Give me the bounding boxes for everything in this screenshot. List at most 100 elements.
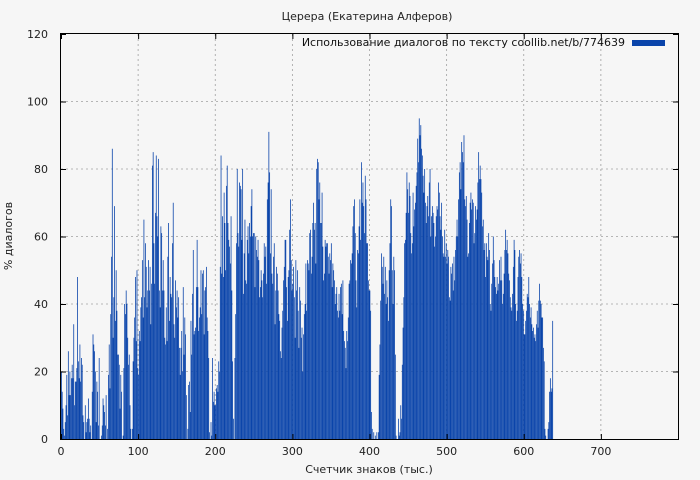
bar	[178, 297, 180, 439]
bar	[344, 341, 345, 439]
bar	[193, 334, 195, 439]
bar	[431, 216, 432, 439]
bar	[404, 243, 405, 439]
bar	[171, 297, 173, 439]
bar	[210, 422, 212, 439]
bar	[173, 324, 175, 439]
bar	[103, 405, 105, 439]
bar	[136, 270, 138, 439]
bar	[219, 371, 220, 439]
bar	[518, 256, 520, 439]
bar	[128, 364, 129, 439]
bar	[229, 246, 230, 439]
bar	[101, 425, 103, 439]
bar	[270, 189, 272, 439]
bar	[185, 395, 187, 439]
bar	[259, 297, 260, 439]
bar	[448, 256, 449, 439]
bar	[181, 331, 183, 439]
bar	[548, 422, 550, 439]
bar	[94, 371, 96, 439]
bar	[523, 334, 525, 439]
bar	[290, 260, 292, 439]
bar	[458, 172, 460, 439]
bar	[438, 182, 439, 439]
bar	[273, 256, 274, 439]
bar	[384, 266, 386, 439]
bar	[313, 202, 314, 439]
bar	[131, 428, 133, 439]
plot-frame	[60, 33, 679, 440]
bar	[482, 219, 484, 439]
bar	[463, 135, 465, 439]
bar	[528, 277, 530, 439]
bar	[105, 395, 107, 439]
bar	[334, 304, 336, 439]
bar	[468, 223, 470, 439]
bar	[280, 358, 282, 439]
x-tick-label: 100	[128, 445, 149, 458]
bar	[274, 324, 276, 439]
bar	[521, 277, 523, 439]
bar	[232, 418, 234, 439]
bar	[215, 405, 217, 439]
bar	[256, 256, 258, 439]
bar	[283, 266, 285, 439]
bar	[276, 273, 278, 439]
bar	[217, 391, 219, 439]
bar	[401, 364, 403, 439]
bar	[364, 233, 365, 439]
y-axis-label: % диалогов	[2, 202, 15, 270]
x-axis-label: Счетчик знаков (тыс.)	[305, 463, 433, 476]
bar	[246, 283, 247, 439]
bar	[305, 263, 307, 439]
bar	[307, 260, 308, 439]
bar	[207, 331, 209, 439]
bar	[95, 422, 97, 439]
bar	[209, 432, 210, 439]
bar	[104, 412, 105, 439]
bar	[466, 219, 468, 439]
bar	[443, 256, 445, 439]
bar	[357, 253, 359, 439]
bar	[549, 391, 550, 439]
bar	[281, 327, 283, 439]
bar	[163, 290, 165, 439]
bar	[216, 388, 217, 439]
bar	[484, 243, 486, 439]
bar	[142, 317, 144, 439]
bar	[543, 361, 545, 439]
bar	[77, 361, 79, 439]
bar	[162, 290, 163, 439]
bar	[303, 334, 304, 439]
bar	[221, 273, 223, 439]
bar	[403, 297, 405, 439]
bar	[429, 169, 431, 439]
bar	[531, 324, 533, 439]
bar	[371, 412, 372, 439]
bar	[232, 361, 234, 439]
bar	[453, 256, 455, 439]
bar	[325, 246, 327, 439]
bar	[506, 250, 507, 439]
bar	[129, 405, 131, 439]
bar	[251, 189, 253, 439]
bar	[333, 270, 335, 439]
bar	[89, 432, 91, 439]
bar	[293, 266, 294, 439]
bar	[229, 263, 231, 439]
bar	[133, 337, 135, 439]
bar	[508, 273, 510, 439]
bar	[128, 354, 130, 439]
bar	[522, 304, 523, 439]
bar	[312, 223, 314, 439]
bar	[465, 206, 466, 439]
bar	[172, 202, 174, 439]
bar	[157, 236, 159, 439]
bar	[483, 250, 485, 439]
bar	[65, 405, 67, 439]
bar	[317, 162, 319, 439]
bar	[189, 381, 190, 439]
bar	[493, 260, 495, 439]
bar	[67, 415, 68, 439]
